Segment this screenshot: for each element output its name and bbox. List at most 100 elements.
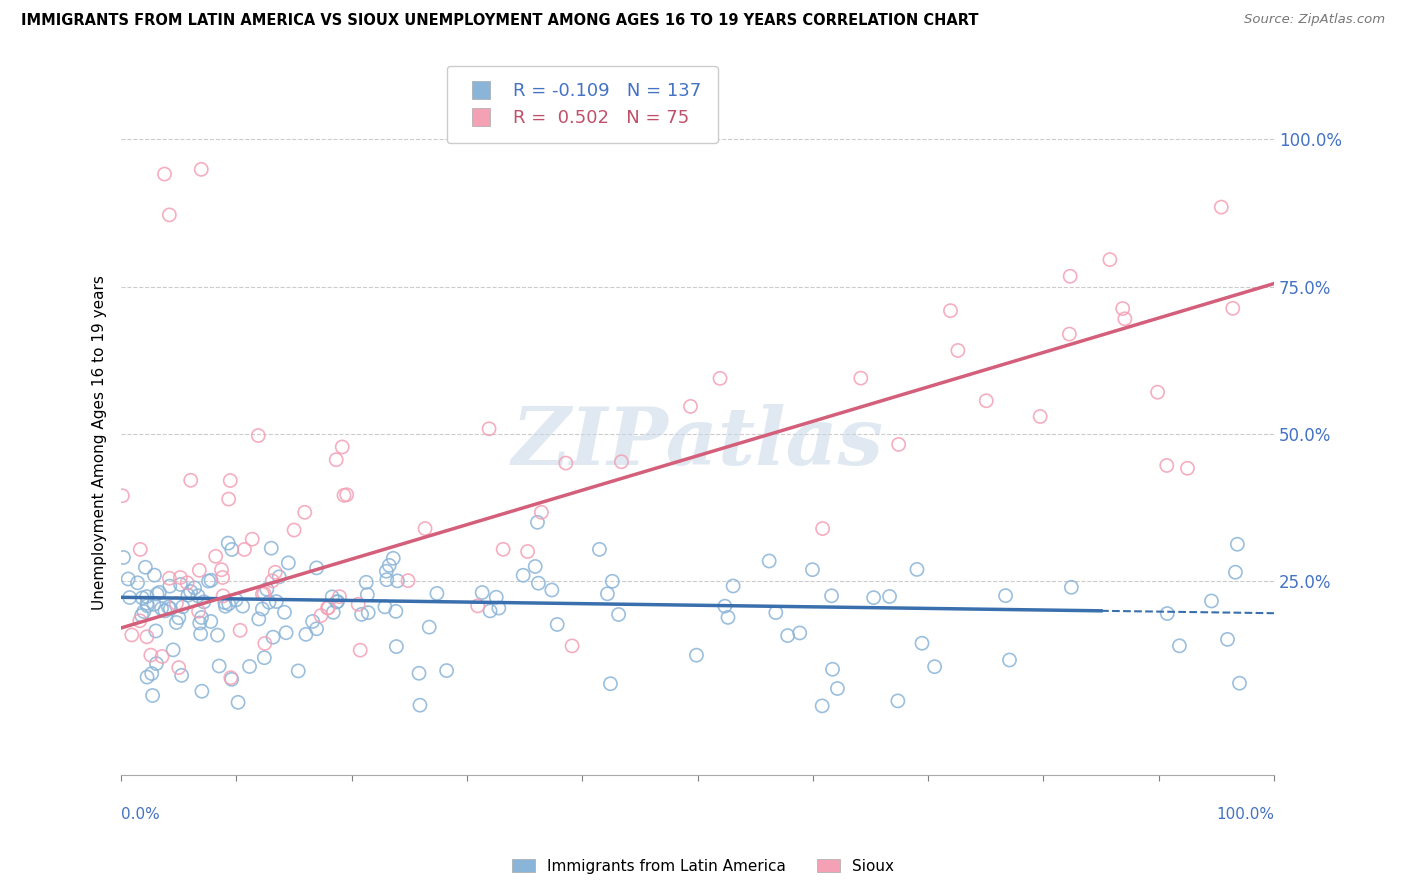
Point [287, 664, 309, 678]
Point [408, 666, 430, 681]
Point [709, 371, 731, 385]
Point [789, 626, 811, 640]
Text: ZIPatlas: ZIPatlas [512, 404, 883, 482]
Point [219, 671, 242, 685]
Point [129, 542, 152, 557]
Point [349, 643, 371, 657]
Point [136, 599, 159, 613]
Point [256, 582, 278, 597]
Point [277, 556, 299, 570]
Point [112, 550, 135, 565]
Point [190, 610, 212, 624]
Point [1114, 311, 1136, 326]
Point [1201, 594, 1223, 608]
Point [142, 689, 165, 703]
Point [546, 617, 568, 632]
Point [526, 516, 548, 530]
Point [143, 568, 166, 582]
Point [232, 599, 254, 614]
Point [540, 582, 562, 597]
Point [266, 594, 288, 608]
Point [305, 561, 328, 575]
Point [485, 591, 508, 605]
Point [328, 590, 350, 604]
Point [305, 622, 328, 636]
Point [1226, 537, 1249, 551]
Text: 0.0%: 0.0% [121, 807, 160, 822]
Point [1177, 461, 1199, 475]
Point [467, 599, 489, 613]
Point [253, 636, 276, 650]
Point [1211, 200, 1233, 214]
Point [998, 653, 1021, 667]
Point [1060, 580, 1083, 594]
Point [347, 597, 370, 611]
Point [211, 563, 233, 577]
Point [354, 575, 377, 590]
Point [204, 549, 226, 564]
Point [169, 577, 191, 591]
Point [247, 428, 270, 442]
Point [426, 586, 449, 600]
Point [994, 589, 1017, 603]
Legend: R = -0.109   N = 137, R =  0.502   N = 75: R = -0.109 N = 137, R = 0.502 N = 75 [447, 66, 718, 144]
Point [1222, 301, 1244, 316]
Point [382, 551, 405, 566]
Point [247, 612, 270, 626]
Point [221, 673, 243, 687]
Point [208, 659, 231, 673]
Point [321, 590, 343, 604]
Point [172, 599, 194, 614]
Text: Source: ZipAtlas.com: Source: ZipAtlas.com [1244, 13, 1385, 27]
Y-axis label: Unemployment Among Ages 16 to 19 years: Unemployment Among Ages 16 to 19 years [93, 275, 107, 610]
Point [602, 574, 624, 589]
Point [679, 400, 702, 414]
Point [387, 574, 409, 588]
Point [879, 590, 901, 604]
Point [170, 668, 193, 682]
Point [262, 630, 284, 644]
Point [596, 587, 619, 601]
Point [356, 588, 378, 602]
Point [471, 585, 494, 599]
Point [165, 615, 187, 630]
Point [132, 605, 155, 619]
Point [221, 542, 243, 557]
Point [479, 604, 502, 618]
Point [811, 522, 834, 536]
Point [516, 544, 538, 558]
Point [136, 670, 159, 684]
Point [333, 488, 356, 502]
Point [131, 608, 153, 623]
Point [148, 585, 170, 599]
Point [946, 343, 969, 358]
Point [252, 587, 274, 601]
Point [375, 573, 398, 587]
Point [131, 591, 153, 605]
Point [1029, 409, 1052, 424]
Point [260, 541, 283, 556]
Point [530, 505, 553, 519]
Point [1225, 566, 1247, 580]
Point [820, 589, 842, 603]
Point [276, 625, 298, 640]
Point [200, 615, 222, 629]
Point [811, 698, 834, 713]
Point [117, 572, 139, 586]
Point [418, 620, 440, 634]
Point [262, 574, 284, 588]
Point [219, 474, 242, 488]
Point [974, 393, 997, 408]
Point [150, 649, 173, 664]
Point [159, 602, 181, 616]
Point [385, 604, 408, 618]
Point [413, 522, 436, 536]
Point [821, 662, 844, 676]
Point [325, 595, 347, 609]
Point [211, 570, 233, 584]
Point [350, 607, 373, 622]
Point [599, 677, 621, 691]
Point [142, 597, 165, 611]
Point [165, 596, 187, 610]
Point [197, 574, 219, 588]
